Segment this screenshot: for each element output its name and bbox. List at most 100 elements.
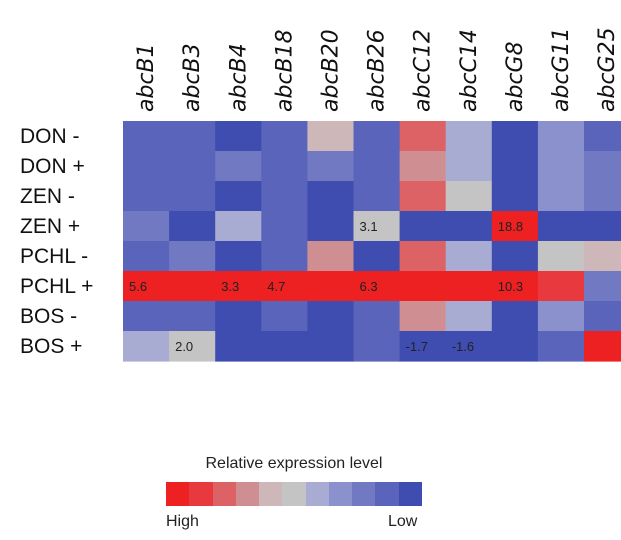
- heatmap-cell: [169, 271, 216, 302]
- heatmap-cell: [169, 151, 216, 182]
- heatmap-cell: [261, 241, 308, 272]
- heatmap-cell: [215, 211, 262, 242]
- column-label: abcC14: [457, 29, 482, 112]
- cell-value-label: -1.6: [452, 339, 474, 354]
- cell-value-label: -1.7: [406, 339, 428, 354]
- heatmap-cell: [445, 241, 493, 272]
- heatmap-cell: [169, 241, 216, 272]
- heatmap-cell: [584, 331, 621, 362]
- column-label: abcB3: [180, 43, 205, 112]
- heatmap-cell: [261, 211, 308, 242]
- cell-value-label: 5.6: [129, 279, 147, 294]
- cell-value-label: 18.8: [498, 219, 523, 234]
- heatmap-cell: [537, 271, 585, 302]
- legend-high-label: High: [166, 513, 199, 530]
- heatmap-cell: [123, 271, 170, 302]
- column-label: abcB20: [318, 29, 343, 112]
- heatmap-cell: [123, 181, 170, 212]
- heatmap-cell: [399, 271, 447, 302]
- heatmap-cell: [399, 331, 447, 362]
- heatmap-cell: [491, 271, 539, 302]
- column-labels: abcB1 abcB3 abcB4 abcB18 abcB20 abcB26 abcC12 a…: [134, 27, 620, 112]
- heatmap-cell: [307, 181, 355, 212]
- legend-swatch: [398, 482, 422, 506]
- heatmap-cell: [307, 241, 355, 272]
- heatmap-cell: [491, 301, 539, 332]
- heatmap-cell: [584, 181, 621, 212]
- heatmap-cell: [307, 301, 355, 332]
- heatmap-cell: [261, 331, 308, 362]
- heatmap-cell: [215, 271, 262, 302]
- legend-color-scale: [166, 482, 422, 506]
- heatmap-cell: [123, 151, 170, 182]
- column-label: abcB1: [134, 43, 159, 112]
- column-label: abcC12: [411, 29, 436, 112]
- heatmap-cell: [215, 121, 262, 152]
- heatmap-cell: [491, 331, 539, 362]
- heatmap-cell: [399, 301, 447, 332]
- heatmap-cell: [123, 301, 170, 332]
- heatmap-chart: abcB1 abcB3 abcB4 abcB18 abcB20 abcB26 abcC12 a…: [20, 27, 621, 362]
- heatmap-cell: [445, 271, 493, 302]
- column-label: abcG8: [503, 41, 528, 112]
- heatmap-cell: [537, 121, 585, 152]
- legend-swatch: [259, 482, 283, 506]
- row-label: BOS -: [20, 305, 77, 328]
- heatmap-cell: [169, 181, 216, 212]
- heatmap-cell: [169, 121, 216, 152]
- heatmap-cell: [445, 331, 493, 362]
- heatmap-cell: [123, 121, 170, 152]
- row-label: BOS +: [20, 335, 82, 358]
- heatmap-cell: [399, 151, 447, 182]
- heatmap-cell: [584, 121, 621, 152]
- column-label: abcG11: [549, 27, 574, 112]
- heatmap-cell: [169, 301, 216, 332]
- row-label: DON +: [20, 155, 85, 178]
- heatmap-cell: [584, 151, 621, 182]
- heatmap-cell: [584, 301, 621, 332]
- cell-value-label: 3.3: [221, 279, 239, 294]
- heatmap-cell: [123, 241, 170, 272]
- legend-swatch: [235, 482, 260, 506]
- heatmap-cell: [537, 151, 585, 182]
- heatmap-cell: [399, 211, 447, 242]
- heatmap-cell: [261, 271, 308, 302]
- heatmap-cell: [261, 181, 308, 212]
- row-label: PCHL +: [20, 275, 93, 298]
- legend-title: Relative expression level: [205, 455, 383, 472]
- heatmap-cell: [353, 241, 401, 272]
- heatmap-cell: [584, 271, 621, 302]
- cell-value-label: 4.7: [267, 279, 285, 294]
- heatmap-cell: [123, 211, 170, 242]
- cell-value-label: 6.3: [360, 279, 378, 294]
- heatmap-cell: [445, 301, 493, 332]
- row-label: ZEN -: [20, 185, 75, 208]
- heatmap-cell: [537, 181, 585, 212]
- heatmap-cell: [491, 181, 539, 212]
- legend-swatch: [166, 482, 190, 506]
- heatmap-cell: [491, 211, 539, 242]
- heatmap-cell: [491, 151, 539, 182]
- heatmap-cell: [261, 301, 308, 332]
- heatmap-cell: [307, 331, 355, 362]
- heatmap-cell: [353, 331, 401, 362]
- heatmap-cell: [584, 241, 621, 272]
- legend-swatch: [282, 482, 306, 506]
- cell-value-label: 10.3: [498, 279, 523, 294]
- heatmap-cell: [537, 241, 585, 272]
- cell-value-label: 3.1: [360, 219, 378, 234]
- heatmap-cell: [215, 331, 262, 362]
- heatmap-cell: [445, 211, 493, 242]
- heatmap-cell: [399, 181, 447, 212]
- heatmap-cell: [537, 211, 585, 242]
- heatmap-cell: [584, 211, 621, 242]
- heatmap-cell: [491, 241, 539, 272]
- legend-low-label: Low: [388, 513, 418, 530]
- heatmap-cell: [353, 151, 401, 182]
- heatmap-cell: [169, 331, 216, 362]
- row-label: PCHL -: [20, 245, 88, 268]
- legend-swatch: [352, 482, 376, 506]
- heatmap-cell: [399, 241, 447, 272]
- heatmap-cell: [353, 121, 401, 152]
- heatmap-cell: [353, 211, 401, 242]
